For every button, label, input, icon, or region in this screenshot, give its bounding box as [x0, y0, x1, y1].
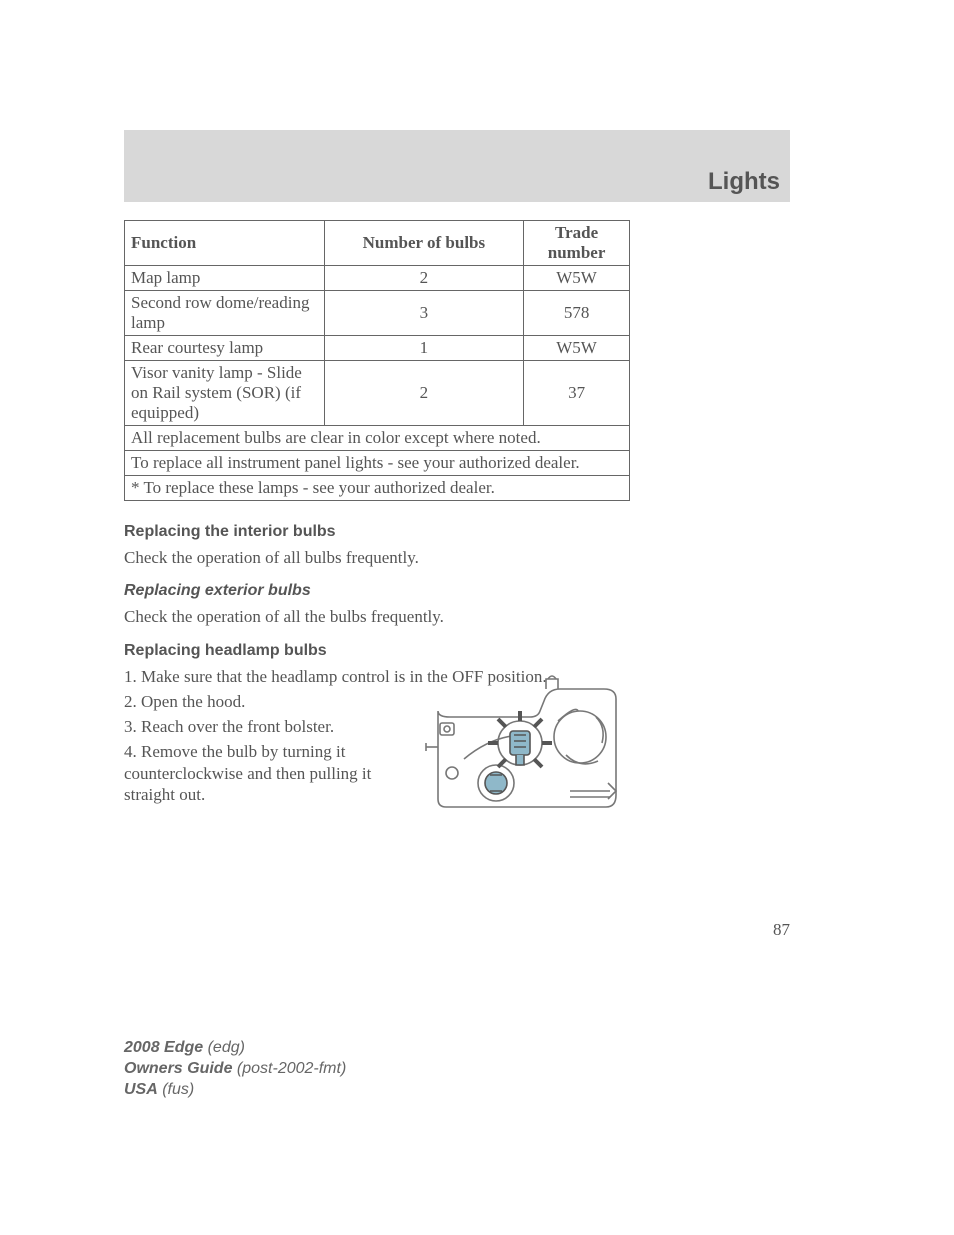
footer-guide-fmt: (post-2002-fmt) — [232, 1060, 346, 1077]
table-row: Map lamp 2 W5W — [125, 266, 630, 291]
table-row: Second row dome/reading lamp 3 578 — [125, 291, 630, 336]
table-note-row: * To replace these lamps - see your auth… — [125, 476, 630, 501]
footer-region-code: (fus) — [158, 1081, 194, 1098]
footer-model: 2008 Edge — [124, 1039, 203, 1056]
section-header-bar: Lights — [124, 130, 790, 202]
footer-region: USA — [124, 1081, 158, 1098]
col-function: Function — [125, 221, 325, 266]
text-exterior: Check the operation of all the bulbs fre… — [124, 606, 790, 627]
col-number: Number of bulbs — [324, 221, 524, 266]
heading-exterior-bulbs: Replacing exterior bulbs — [124, 582, 790, 600]
step-4: 4. Remove the bulb by turning it counter… — [124, 741, 410, 805]
heading-headlamp-bulbs: Replacing headlamp bulbs — [124, 642, 790, 660]
table-row: Rear courtesy lamp 1 W5W — [125, 336, 630, 361]
table-row: Visor vanity lamp - Slide on Rail system… — [125, 361, 630, 426]
heading-interior-bulbs: Replacing the interior bulbs — [124, 523, 790, 541]
step-3: 3. Reach over the front bolster. — [124, 716, 410, 737]
table-note-row: To replace all instrument panel lights -… — [125, 451, 630, 476]
footer-block: 2008 Edge (edg) Owners Guide (post-2002-… — [124, 1038, 346, 1100]
step-2: 2. Open the hood. — [124, 691, 410, 712]
bulb-spec-table: Function Number of bulbs Trade number Ma… — [124, 220, 630, 501]
page-number: 87 — [773, 920, 790, 940]
table-note-row: All replacement bulbs are clear in color… — [125, 426, 630, 451]
headlamp-diagram — [420, 671, 630, 826]
footer-guide: Owners Guide — [124, 1060, 232, 1077]
text-interior: Check the operation of all bulbs frequen… — [124, 547, 790, 568]
footer-model-code: (edg) — [203, 1039, 245, 1056]
col-trade: Trade number — [524, 221, 630, 266]
section-title: Lights — [708, 168, 780, 196]
